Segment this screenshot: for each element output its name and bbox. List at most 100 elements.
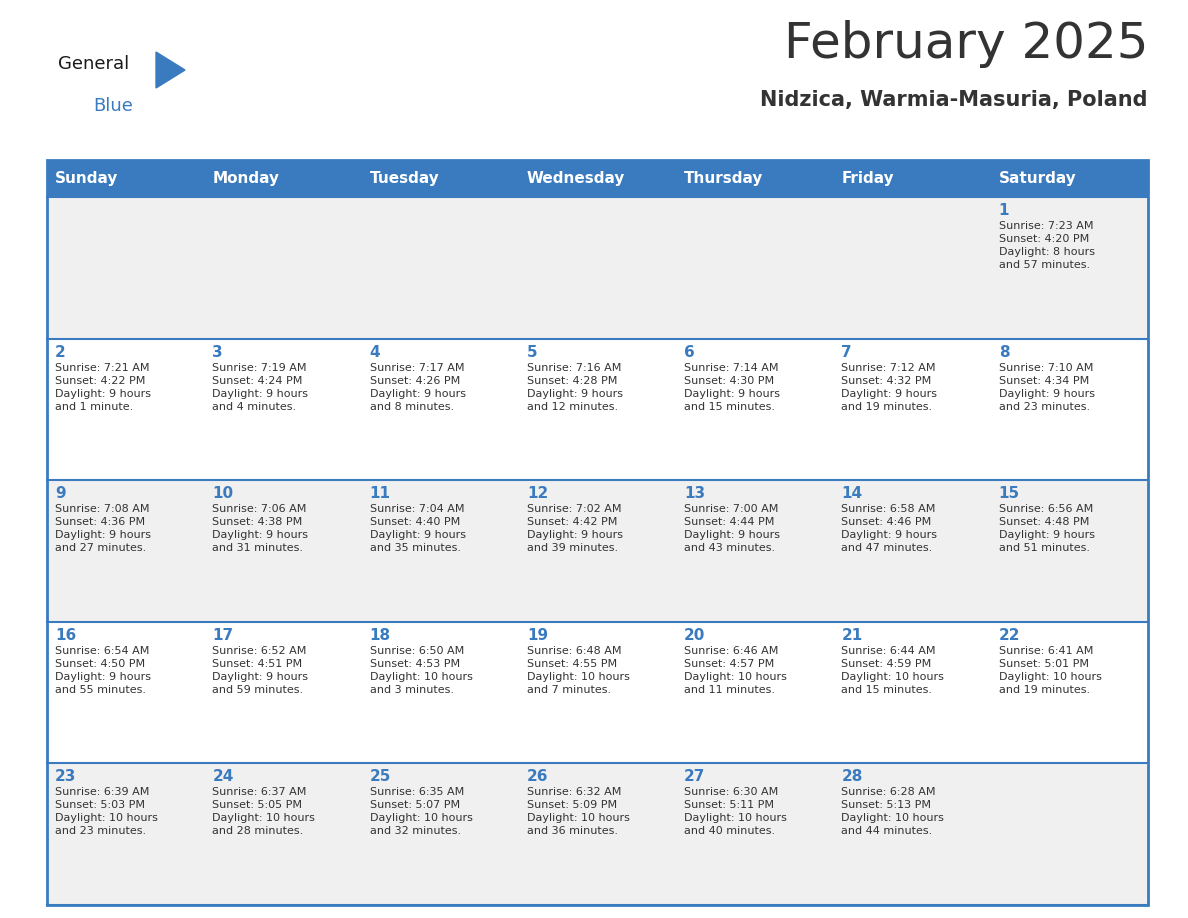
Text: and 1 minute.: and 1 minute. (55, 401, 133, 411)
Text: Daylight: 10 hours: Daylight: 10 hours (369, 672, 473, 682)
Text: Nidzica, Warmia-Masuria, Poland: Nidzica, Warmia-Masuria, Poland (760, 90, 1148, 110)
Text: Sunset: 4:32 PM: Sunset: 4:32 PM (841, 375, 931, 386)
Text: and 59 minutes.: and 59 minutes. (213, 685, 303, 695)
Text: and 39 minutes.: and 39 minutes. (526, 543, 618, 554)
Text: Sunrise: 6:44 AM: Sunrise: 6:44 AM (841, 645, 936, 655)
Text: 17: 17 (213, 628, 233, 643)
Text: and 19 minutes.: and 19 minutes. (841, 401, 933, 411)
Text: Daylight: 9 hours: Daylight: 9 hours (213, 388, 308, 398)
Text: 14: 14 (841, 487, 862, 501)
Text: Sunrise: 6:46 AM: Sunrise: 6:46 AM (684, 645, 778, 655)
Text: and 27 minutes.: and 27 minutes. (55, 543, 146, 554)
Text: Sunrise: 7:04 AM: Sunrise: 7:04 AM (369, 504, 465, 514)
Bar (48, 160, 1148, 197)
Text: Daylight: 10 hours: Daylight: 10 hours (55, 813, 158, 823)
Text: Sunrise: 6:50 AM: Sunrise: 6:50 AM (369, 645, 463, 655)
Bar (48, 621, 1148, 764)
Text: and 36 minutes.: and 36 minutes. (526, 826, 618, 836)
Bar (48, 339, 1148, 480)
Text: Sunset: 4:50 PM: Sunset: 4:50 PM (55, 659, 145, 669)
Text: Daylight: 10 hours: Daylight: 10 hours (841, 672, 944, 682)
Text: Daylight: 10 hours: Daylight: 10 hours (684, 813, 786, 823)
Text: and 23 minutes.: and 23 minutes. (999, 401, 1089, 411)
Text: and 28 minutes.: and 28 minutes. (213, 826, 304, 836)
Text: 3: 3 (213, 344, 223, 360)
Text: Sunset: 5:09 PM: Sunset: 5:09 PM (526, 800, 617, 811)
Text: Daylight: 9 hours: Daylight: 9 hours (369, 531, 466, 540)
Text: 11: 11 (369, 487, 391, 501)
Text: Sunrise: 7:00 AM: Sunrise: 7:00 AM (684, 504, 778, 514)
Text: Sunset: 4:34 PM: Sunset: 4:34 PM (999, 375, 1089, 386)
Text: 16: 16 (55, 628, 76, 643)
Text: 5: 5 (526, 344, 537, 360)
Text: 18: 18 (369, 628, 391, 643)
Text: Sunrise: 7:21 AM: Sunrise: 7:21 AM (55, 363, 150, 373)
Text: Sunrise: 6:28 AM: Sunrise: 6:28 AM (841, 788, 936, 798)
Text: Sunset: 4:40 PM: Sunset: 4:40 PM (369, 517, 460, 527)
Text: Daylight: 9 hours: Daylight: 9 hours (684, 388, 781, 398)
Text: Sunset: 4:26 PM: Sunset: 4:26 PM (369, 375, 460, 386)
Text: Sunrise: 7:17 AM: Sunrise: 7:17 AM (369, 363, 465, 373)
Text: Daylight: 9 hours: Daylight: 9 hours (999, 531, 1094, 540)
Text: Sunset: 4:24 PM: Sunset: 4:24 PM (213, 375, 303, 386)
Text: 15: 15 (999, 487, 1019, 501)
Text: Sunrise: 7:16 AM: Sunrise: 7:16 AM (526, 363, 621, 373)
Text: and 32 minutes.: and 32 minutes. (369, 826, 461, 836)
Text: Sunrise: 6:56 AM: Sunrise: 6:56 AM (999, 504, 1093, 514)
Text: Sunset: 5:11 PM: Sunset: 5:11 PM (684, 800, 775, 811)
Text: Sunrise: 6:32 AM: Sunrise: 6:32 AM (526, 788, 621, 798)
Text: Sunset: 4:38 PM: Sunset: 4:38 PM (213, 517, 303, 527)
Text: Sunset: 4:55 PM: Sunset: 4:55 PM (526, 659, 617, 669)
Text: Daylight: 9 hours: Daylight: 9 hours (841, 388, 937, 398)
Text: Sunrise: 7:02 AM: Sunrise: 7:02 AM (526, 504, 621, 514)
Text: Sunday: Sunday (55, 171, 119, 186)
Text: Sunset: 4:20 PM: Sunset: 4:20 PM (999, 234, 1089, 244)
Text: and 19 minutes.: and 19 minutes. (999, 685, 1089, 695)
Text: Sunset: 4:30 PM: Sunset: 4:30 PM (684, 375, 775, 386)
Text: Sunset: 4:28 PM: Sunset: 4:28 PM (526, 375, 618, 386)
Bar (48, 160, 1148, 905)
Text: Sunrise: 6:37 AM: Sunrise: 6:37 AM (213, 788, 307, 798)
Text: and 3 minutes.: and 3 minutes. (369, 685, 454, 695)
Text: 8: 8 (999, 344, 1010, 360)
Text: Sunrise: 7:23 AM: Sunrise: 7:23 AM (999, 221, 1093, 231)
Text: Daylight: 10 hours: Daylight: 10 hours (213, 813, 315, 823)
Text: Sunrise: 6:30 AM: Sunrise: 6:30 AM (684, 788, 778, 798)
Text: 9: 9 (55, 487, 65, 501)
Text: Sunrise: 6:54 AM: Sunrise: 6:54 AM (55, 645, 150, 655)
Text: 27: 27 (684, 769, 706, 784)
Text: Sunset: 4:57 PM: Sunset: 4:57 PM (684, 659, 775, 669)
Text: and 31 minutes.: and 31 minutes. (213, 543, 303, 554)
Text: and 40 minutes.: and 40 minutes. (684, 826, 776, 836)
Text: Daylight: 9 hours: Daylight: 9 hours (684, 531, 781, 540)
Text: Wednesday: Wednesday (526, 171, 625, 186)
Text: Thursday: Thursday (684, 171, 764, 186)
Text: 26: 26 (526, 769, 549, 784)
Text: and 12 minutes.: and 12 minutes. (526, 401, 618, 411)
Text: Daylight: 9 hours: Daylight: 9 hours (526, 531, 623, 540)
Text: Daylight: 10 hours: Daylight: 10 hours (841, 813, 944, 823)
Text: and 44 minutes.: and 44 minutes. (841, 826, 933, 836)
Text: Daylight: 10 hours: Daylight: 10 hours (526, 672, 630, 682)
Text: Daylight: 9 hours: Daylight: 9 hours (55, 388, 151, 398)
Text: Daylight: 9 hours: Daylight: 9 hours (999, 388, 1094, 398)
Text: Sunset: 4:42 PM: Sunset: 4:42 PM (526, 517, 618, 527)
Text: Daylight: 9 hours: Daylight: 9 hours (369, 388, 466, 398)
Text: 23: 23 (55, 769, 76, 784)
Text: Sunset: 4:36 PM: Sunset: 4:36 PM (55, 517, 145, 527)
Text: 21: 21 (841, 628, 862, 643)
Text: Daylight: 9 hours: Daylight: 9 hours (213, 672, 308, 682)
Text: Sunrise: 6:39 AM: Sunrise: 6:39 AM (55, 788, 150, 798)
Text: 22: 22 (999, 628, 1020, 643)
Text: and 43 minutes.: and 43 minutes. (684, 543, 776, 554)
Text: Sunset: 4:22 PM: Sunset: 4:22 PM (55, 375, 145, 386)
Text: General: General (58, 55, 129, 73)
Text: 12: 12 (526, 487, 548, 501)
Text: Sunrise: 6:41 AM: Sunrise: 6:41 AM (999, 645, 1093, 655)
Text: 25: 25 (369, 769, 391, 784)
Text: Sunrise: 6:35 AM: Sunrise: 6:35 AM (369, 788, 463, 798)
Text: Sunrise: 7:10 AM: Sunrise: 7:10 AM (999, 363, 1093, 373)
Text: Sunset: 5:13 PM: Sunset: 5:13 PM (841, 800, 931, 811)
Bar (48, 197, 1148, 339)
Text: Sunset: 5:01 PM: Sunset: 5:01 PM (999, 659, 1088, 669)
